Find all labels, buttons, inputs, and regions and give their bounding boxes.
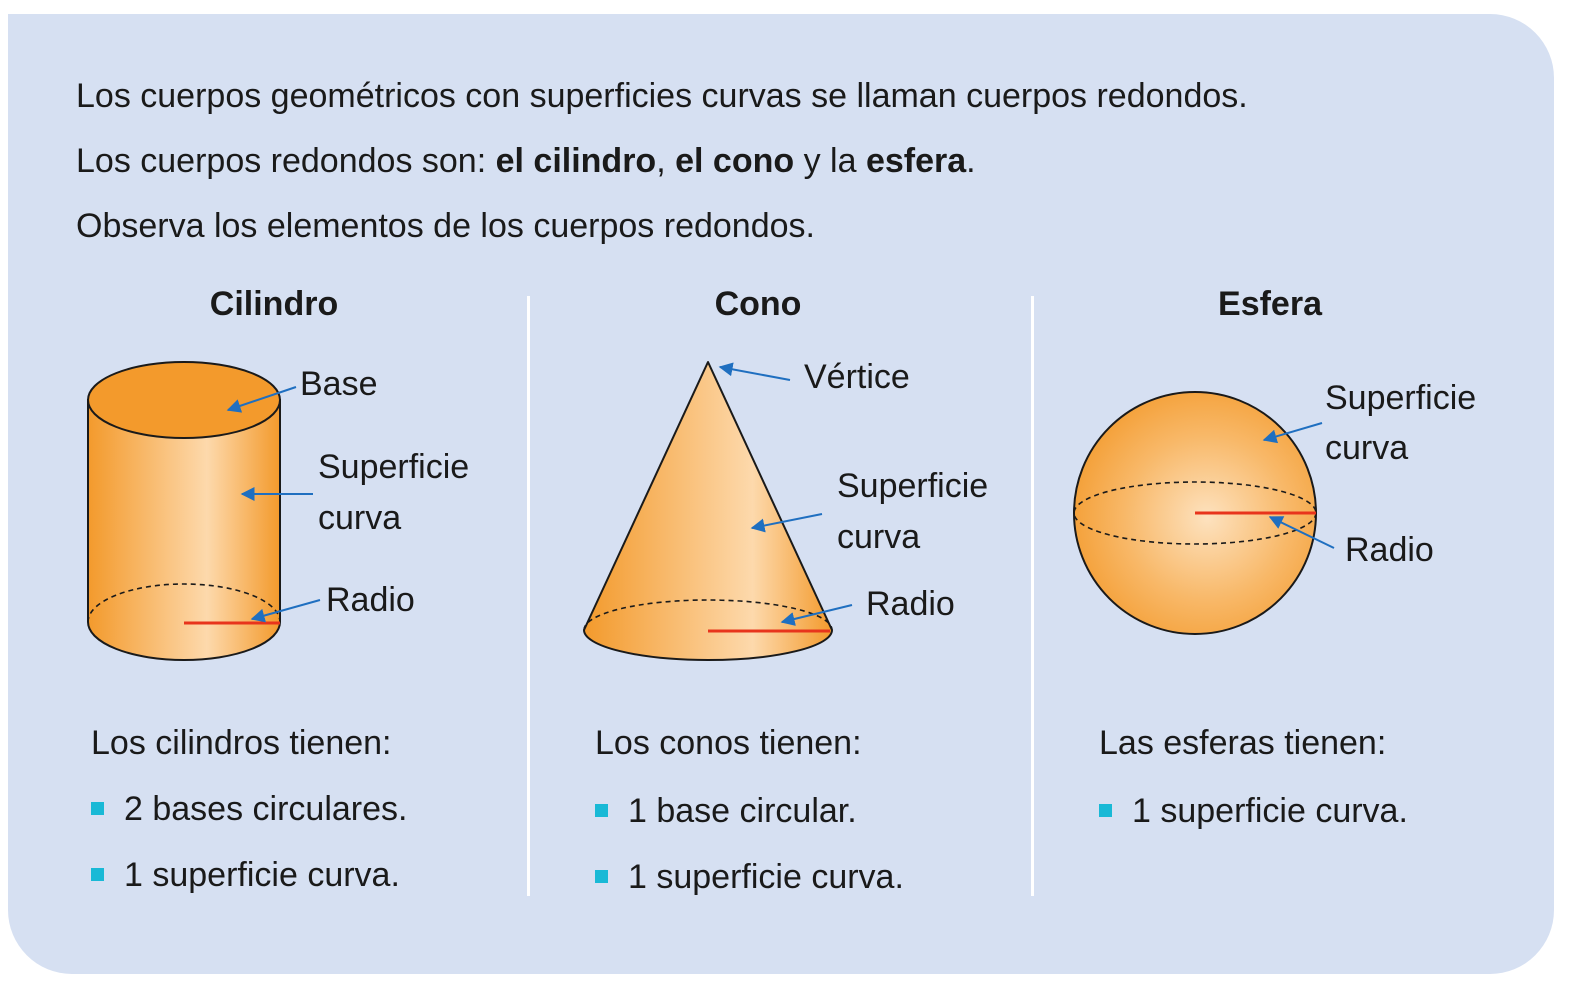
title-cono: Cono xyxy=(714,285,802,323)
label-vertex: Vértice xyxy=(804,358,910,396)
intro-sep: , xyxy=(656,142,676,180)
arrow-vertex xyxy=(718,362,791,381)
cylinder-figure xyxy=(87,361,321,661)
intro-line-1: Los cuerpos geométricos con superficies … xyxy=(76,77,1248,115)
label-cylinder-surface-2: curva xyxy=(318,499,402,537)
cone-figure xyxy=(583,361,853,661)
label-cone-surface-1: Superficie xyxy=(837,467,989,505)
cone-bullet-1: 1 base circular. xyxy=(595,791,857,831)
arrow-cone-surface xyxy=(750,513,823,533)
label-sphere-surface-2: curva xyxy=(1325,429,1409,467)
bullet-square-icon xyxy=(91,867,104,881)
label-cone-surface-2: curva xyxy=(837,518,921,556)
label-cone-radius: Radio xyxy=(866,585,955,623)
cone-surface xyxy=(583,361,833,661)
bullet-text: 1 superficie curva. xyxy=(628,858,904,896)
bullet-text: 1 superficie curva. xyxy=(1132,792,1408,830)
intro-line-2: Los cuerpos redondos son: el cilindro, e… xyxy=(76,141,976,181)
cone-bullet-2: 1 superficie curva. xyxy=(595,857,904,897)
label-sphere-surface-1: Superficie xyxy=(1325,379,1477,417)
bullet-square-icon xyxy=(1099,803,1112,817)
cone-has-title: Los conos tienen: xyxy=(595,724,862,762)
bullet-text: 2 bases circulares. xyxy=(124,790,408,828)
intro-conj: y la xyxy=(794,142,866,180)
column-divider-2 xyxy=(1031,296,1034,896)
bullet-square-icon xyxy=(91,801,104,815)
arrow-sphere-surface xyxy=(1262,422,1323,444)
intro-line-2-prefix: Los cuerpos redondos son: xyxy=(76,142,496,180)
cylinder-side xyxy=(87,399,281,661)
label-base: Base xyxy=(300,365,378,403)
cylinder-bullet-2: 1 superficie curva. xyxy=(91,855,400,895)
cylinder-top-base xyxy=(87,361,281,439)
cylinder-has-title: Los cilindros tienen: xyxy=(91,724,392,762)
label-cylinder-radius: Radio xyxy=(326,581,415,619)
bullet-square-icon xyxy=(595,869,608,883)
sphere-has-title: Las esferas tienen: xyxy=(1099,724,1387,762)
arrow-cylinder-radius xyxy=(250,599,321,623)
cone-hidden-edge xyxy=(583,599,833,631)
sphere-figure xyxy=(1073,391,1335,635)
column-divider-1 xyxy=(527,296,530,896)
arrow-cone-radius xyxy=(780,604,853,626)
title-cilindro: Cilindro xyxy=(209,285,339,323)
intro-term-cilindro: el cilindro xyxy=(495,142,657,180)
intro-period: . xyxy=(966,142,976,180)
label-cylinder-surface-1: Superficie xyxy=(318,448,470,486)
arrow-base xyxy=(226,386,297,413)
arrow-sphere-radius xyxy=(1268,516,1335,549)
title-esfera: Esfera xyxy=(1218,285,1322,323)
intro-line-3: Observa los elementos de los cuerpos red… xyxy=(76,207,815,245)
intro-term-esfera: esfera xyxy=(865,142,967,180)
cylinder-bullet-1: 2 bases circulares. xyxy=(91,789,407,829)
intro-term-cono: el cono xyxy=(675,142,795,180)
sphere-bullet-1: 1 superficie curva. xyxy=(1099,791,1408,831)
bullet-text: 1 superficie curva. xyxy=(124,856,400,894)
label-sphere-radius: Radio xyxy=(1345,531,1434,569)
cylinder-hidden-edge xyxy=(87,583,281,623)
bullet-square-icon xyxy=(595,803,608,817)
bullet-text: 1 base circular. xyxy=(628,792,857,830)
